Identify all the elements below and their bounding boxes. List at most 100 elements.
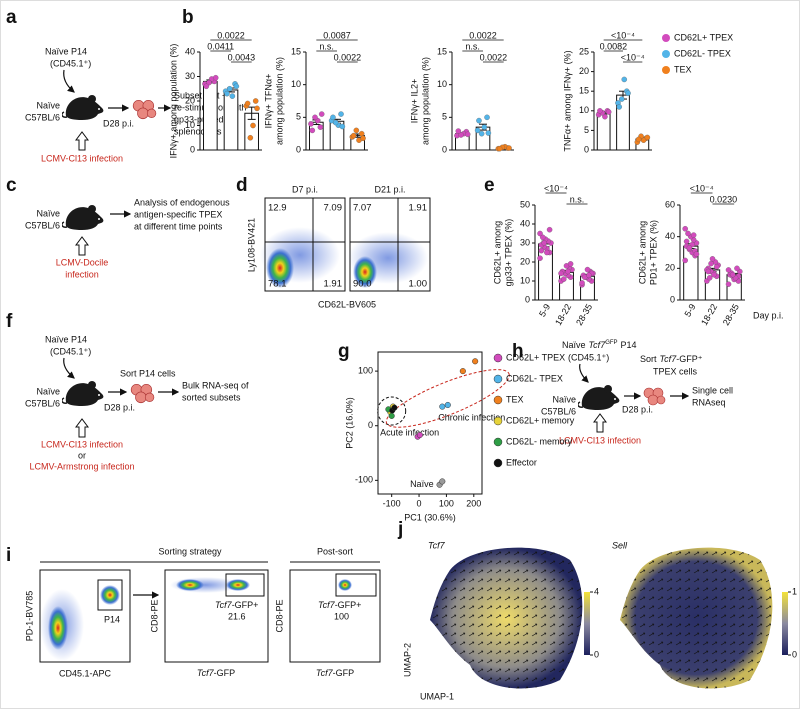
comparison-label: 0.0043: [228, 52, 256, 62]
comparison-label: 0.0022: [469, 30, 497, 40]
donor: Naïve Tcf7GFP P14: [562, 340, 637, 351]
panel-letter: j: [397, 519, 403, 540]
y-tick-label: 40: [520, 218, 530, 228]
legend-label: CD62L- TPEX: [506, 373, 563, 383]
data-point: [474, 127, 481, 134]
legend-marker: [662, 34, 670, 42]
readout: gp33-pulsed: [174, 114, 224, 124]
quadrant-value: 1.91: [409, 203, 428, 214]
readout: sorted subsets: [182, 392, 241, 402]
gate-label: Tcf7-GFP+: [318, 600, 361, 610]
comparison-label: 0.0087: [323, 30, 351, 40]
data-point: [616, 104, 622, 110]
comparison-label: 0.0022: [480, 52, 508, 62]
quadrant-value: 90.0: [353, 279, 372, 290]
host: C57BL/6: [25, 112, 60, 122]
comparison-label: <10⁻⁴: [544, 183, 568, 193]
data-point: [233, 83, 240, 90]
data-point: [318, 111, 325, 117]
data-point: [605, 109, 612, 115]
infection-arrow: [75, 131, 89, 151]
gene: Tcf7: [660, 354, 678, 364]
data-point: [706, 275, 713, 281]
y-tick-label: 15: [437, 46, 447, 56]
comparison-label: <10⁻⁴: [611, 30, 635, 40]
y-tick-label: 15: [579, 86, 589, 96]
legend-label: CD62L+ TPEX: [674, 32, 733, 42]
data-point: [391, 404, 398, 411]
gate-label: Tcf7-GFP+: [215, 600, 258, 610]
y-tick-label: 0: [442, 144, 447, 154]
comparison-label: n.s.: [465, 41, 480, 51]
quadrant-value: 12.9: [268, 203, 287, 214]
data-point: [481, 124, 488, 130]
readout: Single cell: [692, 385, 733, 395]
plot-title: D7 p.i.: [292, 184, 318, 194]
data-point: [212, 74, 219, 81]
panel-letter: h: [512, 341, 524, 362]
panel-h: h Naïve Tcf7GFP P14 (CD45.1⁺) Naïve C57BL/…: [512, 340, 733, 446]
data-point: [541, 240, 547, 246]
gene: Tcf7: [318, 600, 336, 610]
data-point: [690, 232, 697, 238]
host: C57BL/6: [25, 398, 60, 408]
data-point: [388, 412, 395, 419]
panel-j: j Tcf7 Sell UMAP-2 UMAP-1: [397, 519, 773, 701]
infection: LCMV-Cl13 infection: [41, 153, 123, 163]
infection: LCMV-Cl13 infection: [559, 435, 641, 445]
data-point: [730, 271, 736, 278]
donor-text: Naïve: [562, 340, 586, 350]
data-point: [360, 135, 366, 141]
time-point: D28 p.i.: [622, 404, 653, 414]
gene: Tcf7: [215, 600, 233, 610]
bar: [223, 89, 239, 151]
sort-text: -GFP⁺: [676, 354, 702, 364]
gate-text: -GFP+: [232, 600, 259, 610]
y-tick-label: 10: [520, 275, 530, 285]
quadrant-value: 1.00: [409, 279, 428, 290]
data-point: [565, 268, 571, 275]
y-tick-label: 10: [291, 79, 301, 89]
data-point: [476, 117, 482, 124]
y-tick-label: 5: [296, 112, 301, 122]
y-axis-label: among population (%): [420, 57, 430, 145]
y-tick-label: 5: [442, 112, 447, 122]
data-point: [247, 134, 254, 141]
quadrant-value: 7.09: [324, 203, 343, 214]
host: C57BL/6: [541, 406, 576, 416]
infection: LCMV-Armstrong infection: [29, 461, 134, 471]
legend-label: CD62L- TPEX: [674, 48, 731, 58]
readout: splenocytes: [174, 126, 222, 136]
data-point: [713, 263, 720, 270]
x-axis-label: Day p.i.: [753, 310, 784, 320]
data-point: [682, 225, 688, 232]
readout: at different time points: [134, 221, 223, 231]
data-point: [693, 251, 700, 257]
section-title: Sorting strategy: [158, 546, 222, 556]
data-point: [254, 105, 260, 112]
donor-marker: (CD45.1⁺): [50, 346, 91, 356]
y-axis-label: CD8-PE: [274, 599, 284, 632]
data-point: [685, 230, 691, 237]
density: [100, 585, 120, 605]
donor-marker: (CD45.1⁺): [50, 58, 91, 68]
data-point: [506, 145, 512, 151]
panel-d: d Ly108-BV421 CD62L-BV605 D7 p.i. D21 p.…: [236, 175, 495, 309]
cluster-outline: [377, 396, 407, 426]
infection-arrow: [75, 236, 89, 256]
time-point: D28 p.i.: [104, 402, 135, 412]
data-point: [317, 124, 324, 130]
arrow: [63, 69, 75, 93]
data-point: [484, 114, 490, 121]
y-axis-label: CD8-PE: [149, 599, 159, 632]
data-point: [444, 401, 451, 409]
x-tick-label: 0: [417, 498, 422, 508]
donor: Naïve P14: [45, 46, 87, 56]
donor: Naïve P14: [45, 334, 87, 344]
infection-arrow: [593, 413, 607, 433]
data-point: [416, 431, 423, 439]
y-axis-label: PD1+ TPEX (%): [648, 220, 658, 285]
infection: infection: [65, 269, 99, 279]
gate-label: P14: [104, 614, 120, 624]
